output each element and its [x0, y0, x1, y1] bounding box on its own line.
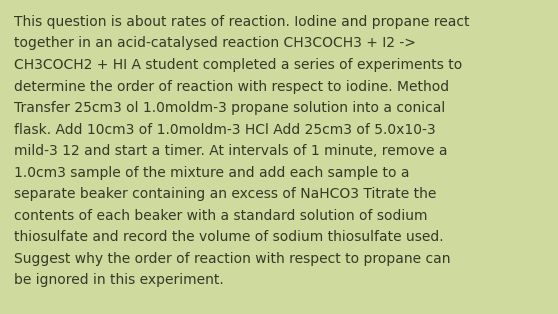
Text: mild-3 12 and start a timer. At intervals of 1 minute, remove a: mild-3 12 and start a timer. At interval… — [14, 144, 448, 158]
Text: determine the order of reaction with respect to iodine. Method: determine the order of reaction with res… — [14, 79, 449, 94]
Text: flask. Add 10cm3 of 1.0moldm-3 HCl Add 25cm3 of 5.0x10-3: flask. Add 10cm3 of 1.0moldm-3 HCl Add 2… — [14, 122, 436, 137]
Text: be ignored in this experiment.: be ignored in this experiment. — [14, 273, 224, 287]
Text: thiosulfate and record the volume of sodium thiosulfate used.: thiosulfate and record the volume of sod… — [14, 230, 444, 244]
Text: contents of each beaker with a standard solution of sodium: contents of each beaker with a standard … — [14, 208, 427, 223]
Text: together in an acid-catalysed reaction CH3COCH3 + I2 ->: together in an acid-catalysed reaction C… — [14, 36, 416, 51]
Text: Transfer 25cm3 ol 1.0moldm-3 propane solution into a conical: Transfer 25cm3 ol 1.0moldm-3 propane sol… — [14, 101, 445, 115]
Text: separate beaker containing an excess of NaHCO3 Titrate the: separate beaker containing an excess of … — [14, 187, 436, 201]
Text: Suggest why the order of reaction with respect to propane can: Suggest why the order of reaction with r… — [14, 252, 450, 266]
Text: This question is about rates of reaction. Iodine and propane react: This question is about rates of reaction… — [14, 15, 469, 29]
Text: CH3COCH2 + HI A student completed a series of experiments to: CH3COCH2 + HI A student completed a seri… — [14, 58, 462, 72]
Text: 1.0cm3 sample of the mixture and add each sample to a: 1.0cm3 sample of the mixture and add eac… — [14, 165, 410, 180]
